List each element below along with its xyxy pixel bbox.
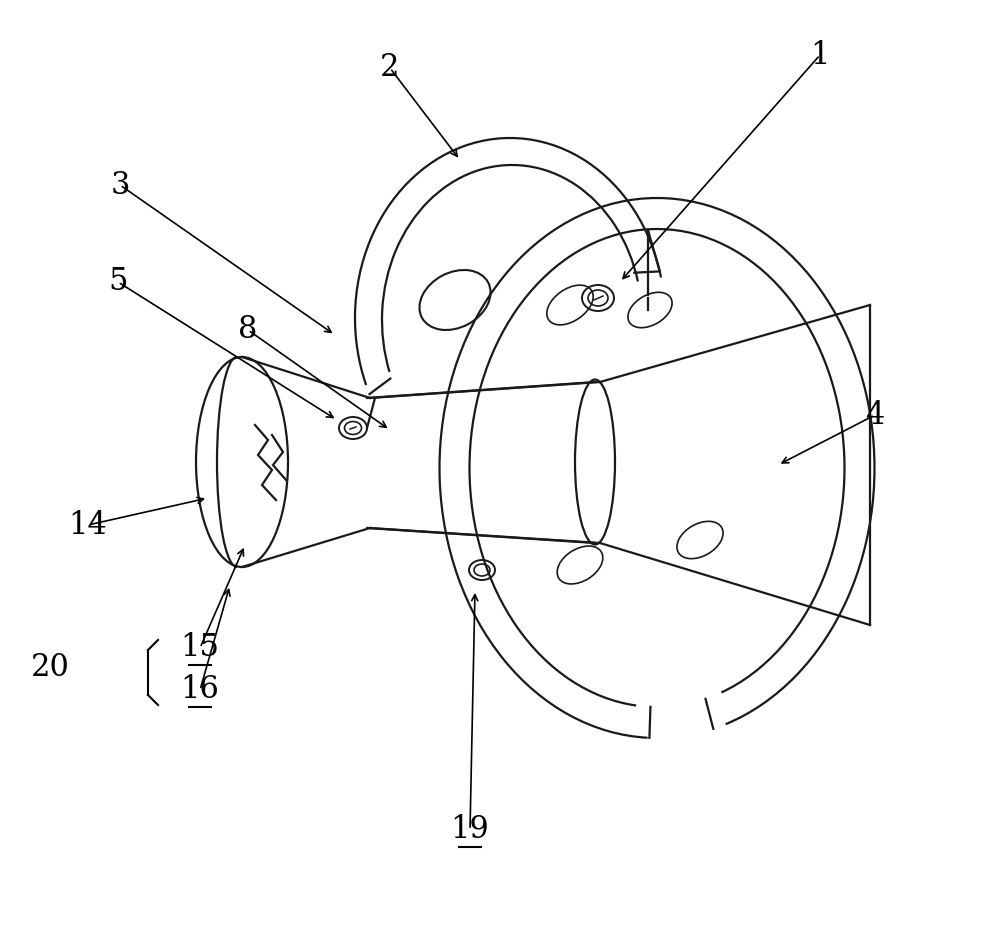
Text: 3: 3 (110, 169, 130, 201)
Text: 2: 2 (380, 53, 400, 83)
Text: 16: 16 (181, 674, 219, 706)
Text: 20: 20 (31, 653, 69, 683)
Text: 1: 1 (810, 40, 830, 70)
Text: 5: 5 (108, 267, 128, 297)
Text: 19: 19 (451, 815, 489, 845)
Text: 14: 14 (69, 509, 107, 541)
Text: 4: 4 (865, 399, 885, 431)
Text: 15: 15 (180, 632, 220, 664)
Text: 8: 8 (238, 315, 258, 345)
